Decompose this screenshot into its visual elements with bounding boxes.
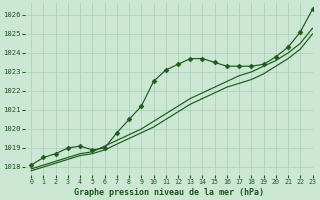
X-axis label: Graphe pression niveau de la mer (hPa): Graphe pression niveau de la mer (hPa) [74,188,264,197]
